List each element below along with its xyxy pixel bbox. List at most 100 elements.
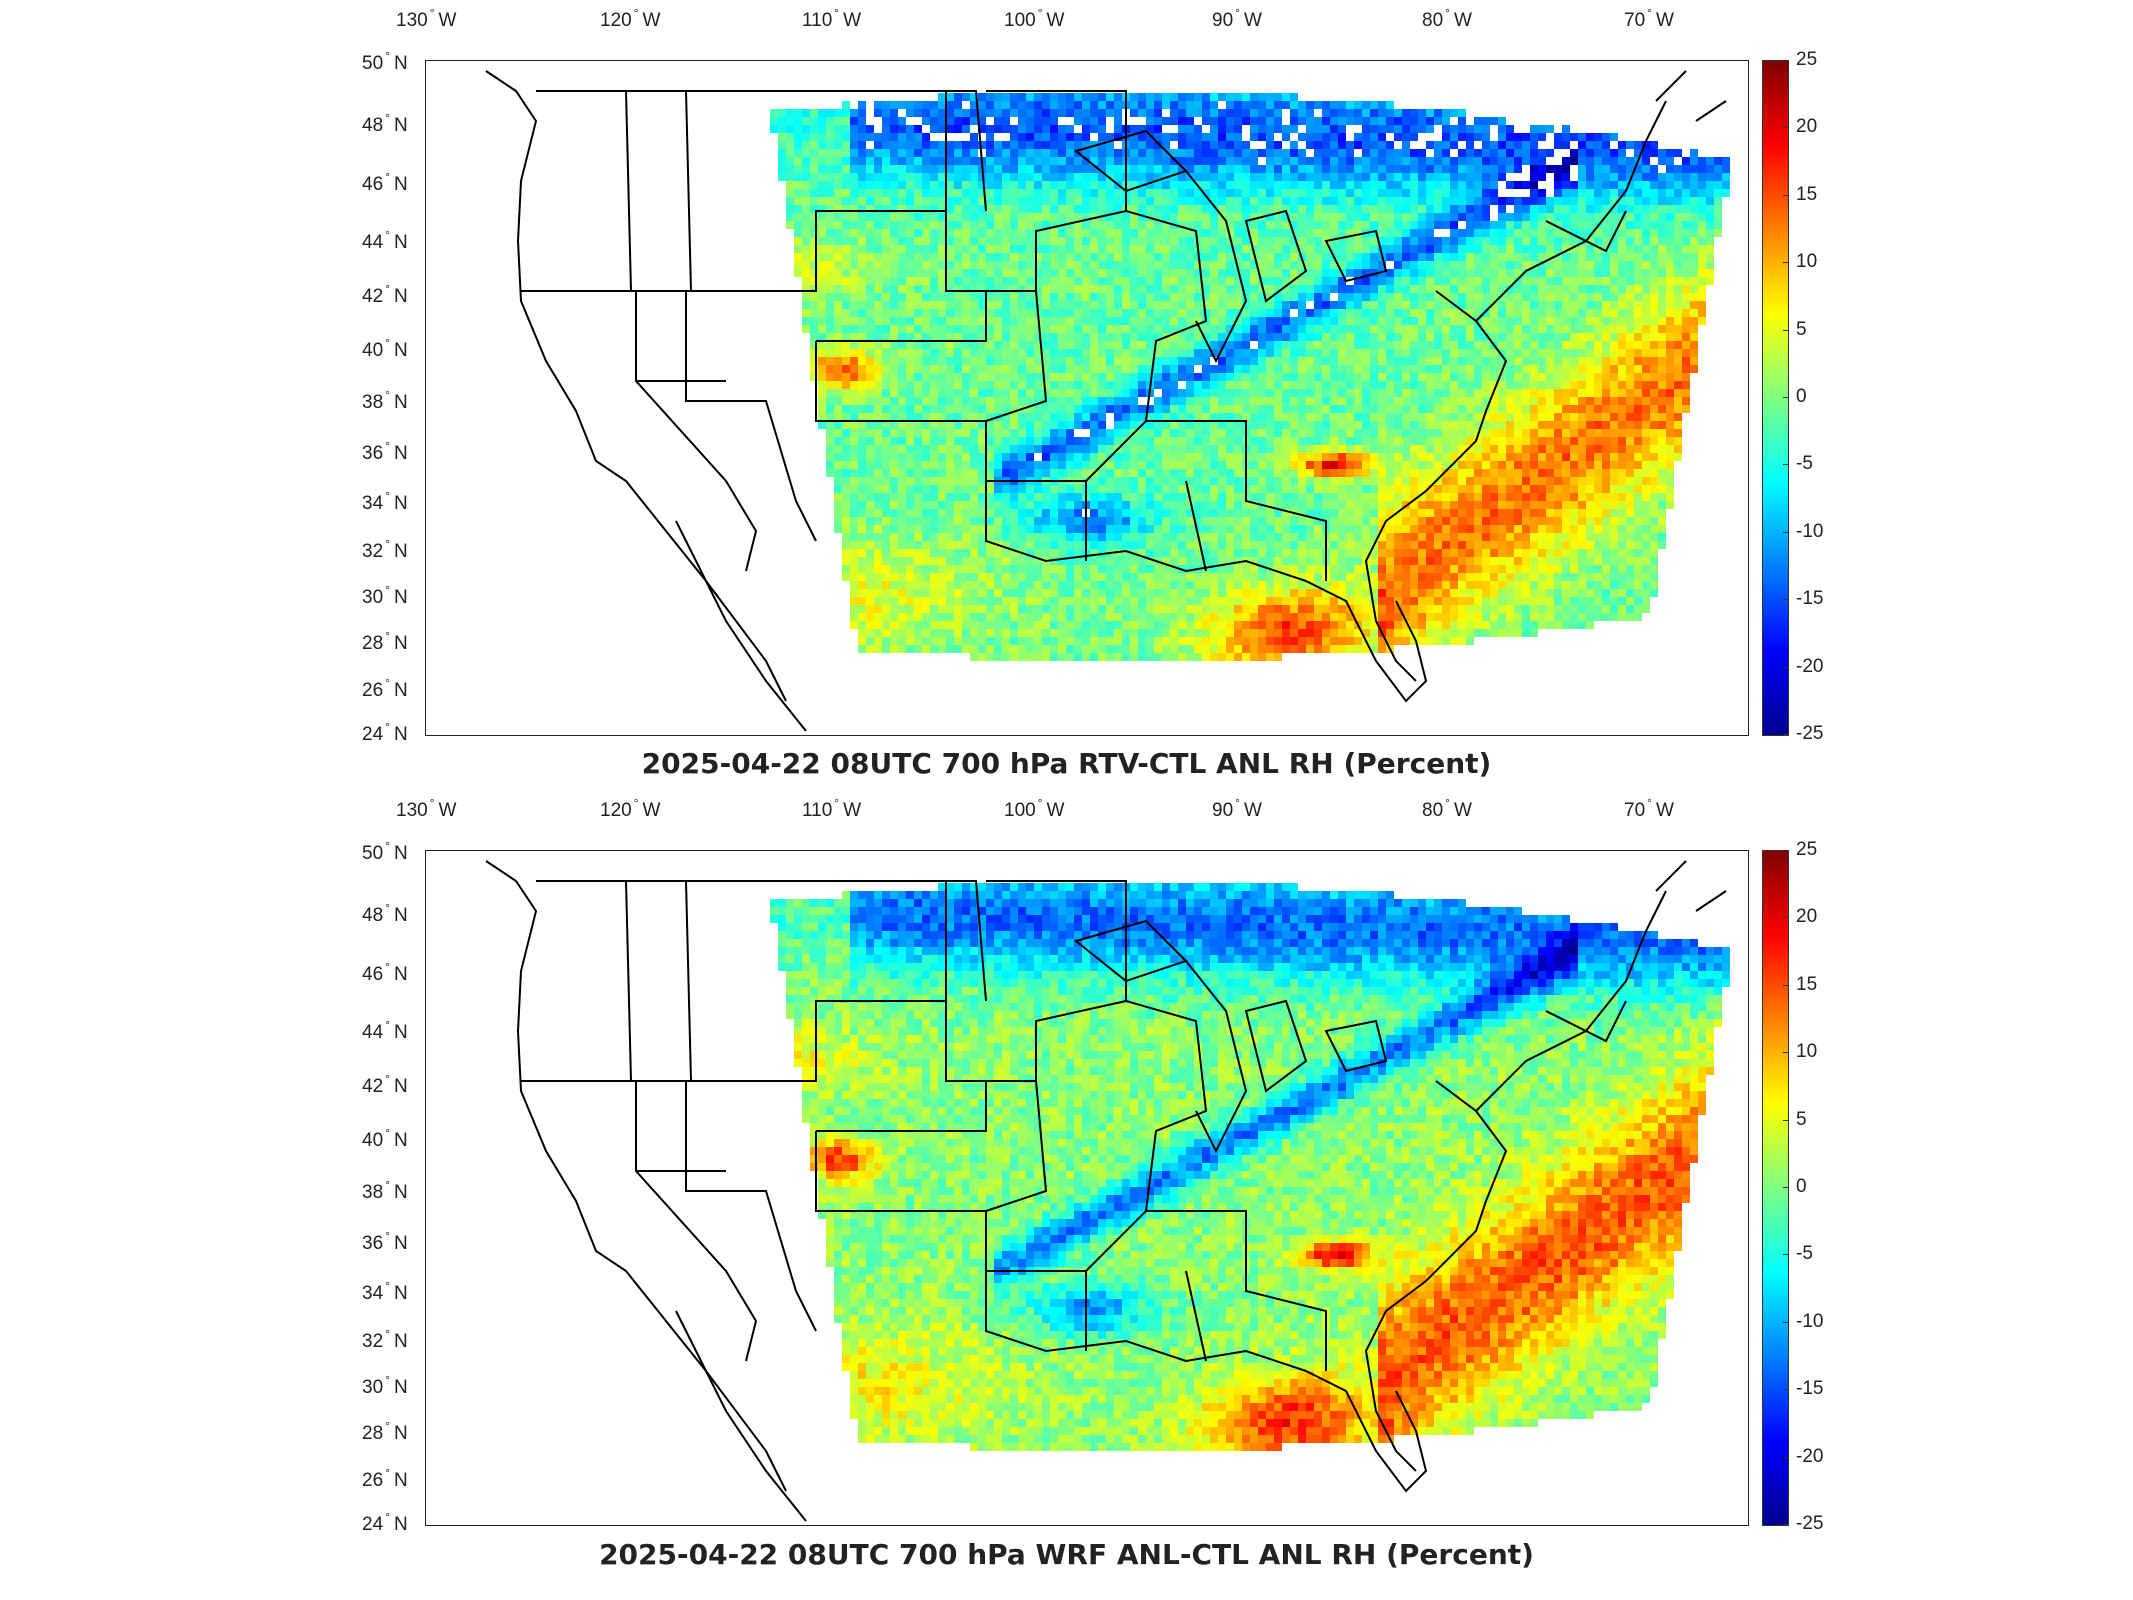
lat-label-value: 24 <box>362 724 384 745</box>
lat-label-hemisphere: N <box>393 843 408 864</box>
lat-label: 36 ° N <box>362 1229 408 1255</box>
lat-label-hemisphere: N <box>393 905 408 926</box>
colorbar-tick-label: -25 <box>1796 1513 1824 1534</box>
lon-label-hemisphere: W <box>438 10 457 31</box>
lon-label-value: 70 <box>1624 800 1646 821</box>
boundary-line <box>1324 1019 1388 1073</box>
colorbar-tick-label: 0 <box>1796 386 1807 407</box>
degree-symbol: ° <box>385 537 390 551</box>
title-top: 2025-04-22 08UTC 700 hPa RTV-CTL ANL RH … <box>641 747 1492 780</box>
lon-label: 110 ° W <box>802 796 861 822</box>
degree-symbol: ° <box>834 6 840 20</box>
lat-label-value: 38 <box>362 1182 384 1203</box>
degree-symbol: ° <box>633 6 639 20</box>
lat-label-hemisphere: N <box>393 1022 408 1043</box>
lat-label-value: 34 <box>362 1283 384 1304</box>
degree-symbol: ° <box>385 1178 390 1192</box>
lon-label-value: 120 <box>600 10 632 31</box>
boundary-line <box>625 90 632 292</box>
degree-symbol: ° <box>385 1126 390 1140</box>
lon-label: 130 ° W <box>396 6 457 32</box>
boundary-line <box>816 210 987 342</box>
lat-label-value: 34 <box>362 493 384 514</box>
boundary-line <box>1695 890 1727 912</box>
degree-symbol: ° <box>385 1466 390 1480</box>
boundary-line <box>485 70 787 702</box>
lat-label: 40 ° N <box>362 336 408 362</box>
boundary-line <box>985 1271 1307 1372</box>
colorbar-tick-label: -20 <box>1796 655 1824 677</box>
colorbar-tick-label: 10 <box>1796 1041 1818 1063</box>
degree-symbol: ° <box>1647 796 1652 810</box>
boundary-line <box>685 1081 817 1332</box>
lon-label-value: 120 <box>600 800 632 821</box>
colorbar-tick-mark <box>1783 60 1788 61</box>
degree-symbol: ° <box>1235 796 1240 810</box>
lat-label-value: 36 <box>362 1233 384 1254</box>
lat-label: 46 ° N <box>362 960 408 986</box>
degree-symbol: ° <box>385 629 390 643</box>
lat-label-value: 38 <box>362 392 384 413</box>
lon-label-hemisphere: W <box>1046 10 1065 31</box>
lat-label: 46 ° N <box>362 170 408 196</box>
colorbar-tick-label: -25 <box>1796 723 1824 744</box>
lon-label-value: 110 <box>802 800 833 821</box>
degree-symbol: ° <box>385 1229 390 1243</box>
lon-label: 80 ° W <box>1422 6 1472 32</box>
lat-label-value: 36 <box>362 443 384 464</box>
lat-label-hemisphere: N <box>393 493 408 514</box>
colorbar-tick-mark <box>1783 1052 1788 1054</box>
lon-label-value: 100 <box>1004 800 1036 821</box>
lat-label: 24 ° N <box>362 1510 408 1536</box>
degree-symbol: ° <box>633 796 639 810</box>
lon-label-value: 90 <box>1212 10 1234 31</box>
boundary-line <box>1545 1000 1627 1043</box>
lat-label: 26 ° N <box>362 676 408 702</box>
colorbar-tick-label: -10 <box>1796 1310 1824 1332</box>
lon-label: 70 ° W <box>1624 796 1674 822</box>
colorbar-tick-mark <box>1783 917 1788 919</box>
colorbar-tick-label: 10 <box>1796 251 1818 273</box>
colorbar-tick-label: -15 <box>1796 588 1824 610</box>
boundary-line <box>1305 580 1428 703</box>
boundary-line <box>675 1310 807 1522</box>
lat-label-value: 48 <box>362 115 384 136</box>
lat-label-hemisphere: N <box>393 1331 408 1352</box>
lat-label-hemisphere: N <box>393 1377 408 1398</box>
boundary-line <box>1655 860 1687 892</box>
lon-label: 100 ° W <box>1004 796 1064 822</box>
lon-label-hemisphere: W <box>1453 800 1472 821</box>
lat-label-hemisphere: N <box>393 541 408 562</box>
lon-label: 110 ° W <box>802 6 862 32</box>
degree-symbol: ° <box>385 439 390 453</box>
colorbar-tick-mark <box>1783 1456 1788 1458</box>
boundary-line <box>1185 170 1248 364</box>
lon-label-hemisphere: W <box>642 10 661 31</box>
colorbar-tick-mark <box>1783 194 1788 196</box>
lat-label-value: 42 <box>362 286 384 307</box>
map-plot-top <box>425 60 1749 736</box>
lat-label-hemisphere: N <box>393 1182 408 1203</box>
boundary-line <box>685 291 817 542</box>
lon-label-value: 80 <box>1422 800 1444 821</box>
boundary-line <box>946 880 987 1002</box>
lat-label: 26 ° N <box>362 1466 408 1492</box>
lon-label-value: 70 <box>1624 10 1646 31</box>
lon-label: 90 ° W <box>1212 796 1262 822</box>
colorbar-tick-mark <box>1783 329 1788 331</box>
lat-label-hemisphere: N <box>393 53 408 74</box>
boundary-line <box>1185 1270 1207 1362</box>
boundary-line <box>521 1080 758 1362</box>
degree-symbol: ° <box>1037 796 1043 810</box>
degree-symbol: ° <box>385 901 390 915</box>
lat-label-value: 44 <box>362 1022 384 1043</box>
lat-label: 34 ° N <box>362 1279 408 1305</box>
boundary-line <box>1146 1210 1327 1371</box>
colorbar-tick-mark <box>1783 1321 1788 1323</box>
degree-symbol: ° <box>385 1018 390 1032</box>
lon-label: 100 ° W <box>1004 6 1065 32</box>
lon-label-hemisphere: W <box>843 10 862 31</box>
lat-label-hemisphere: N <box>393 392 408 413</box>
lon-label-value: 80 <box>1422 10 1444 31</box>
lat-label: 28 ° N <box>362 1419 408 1445</box>
